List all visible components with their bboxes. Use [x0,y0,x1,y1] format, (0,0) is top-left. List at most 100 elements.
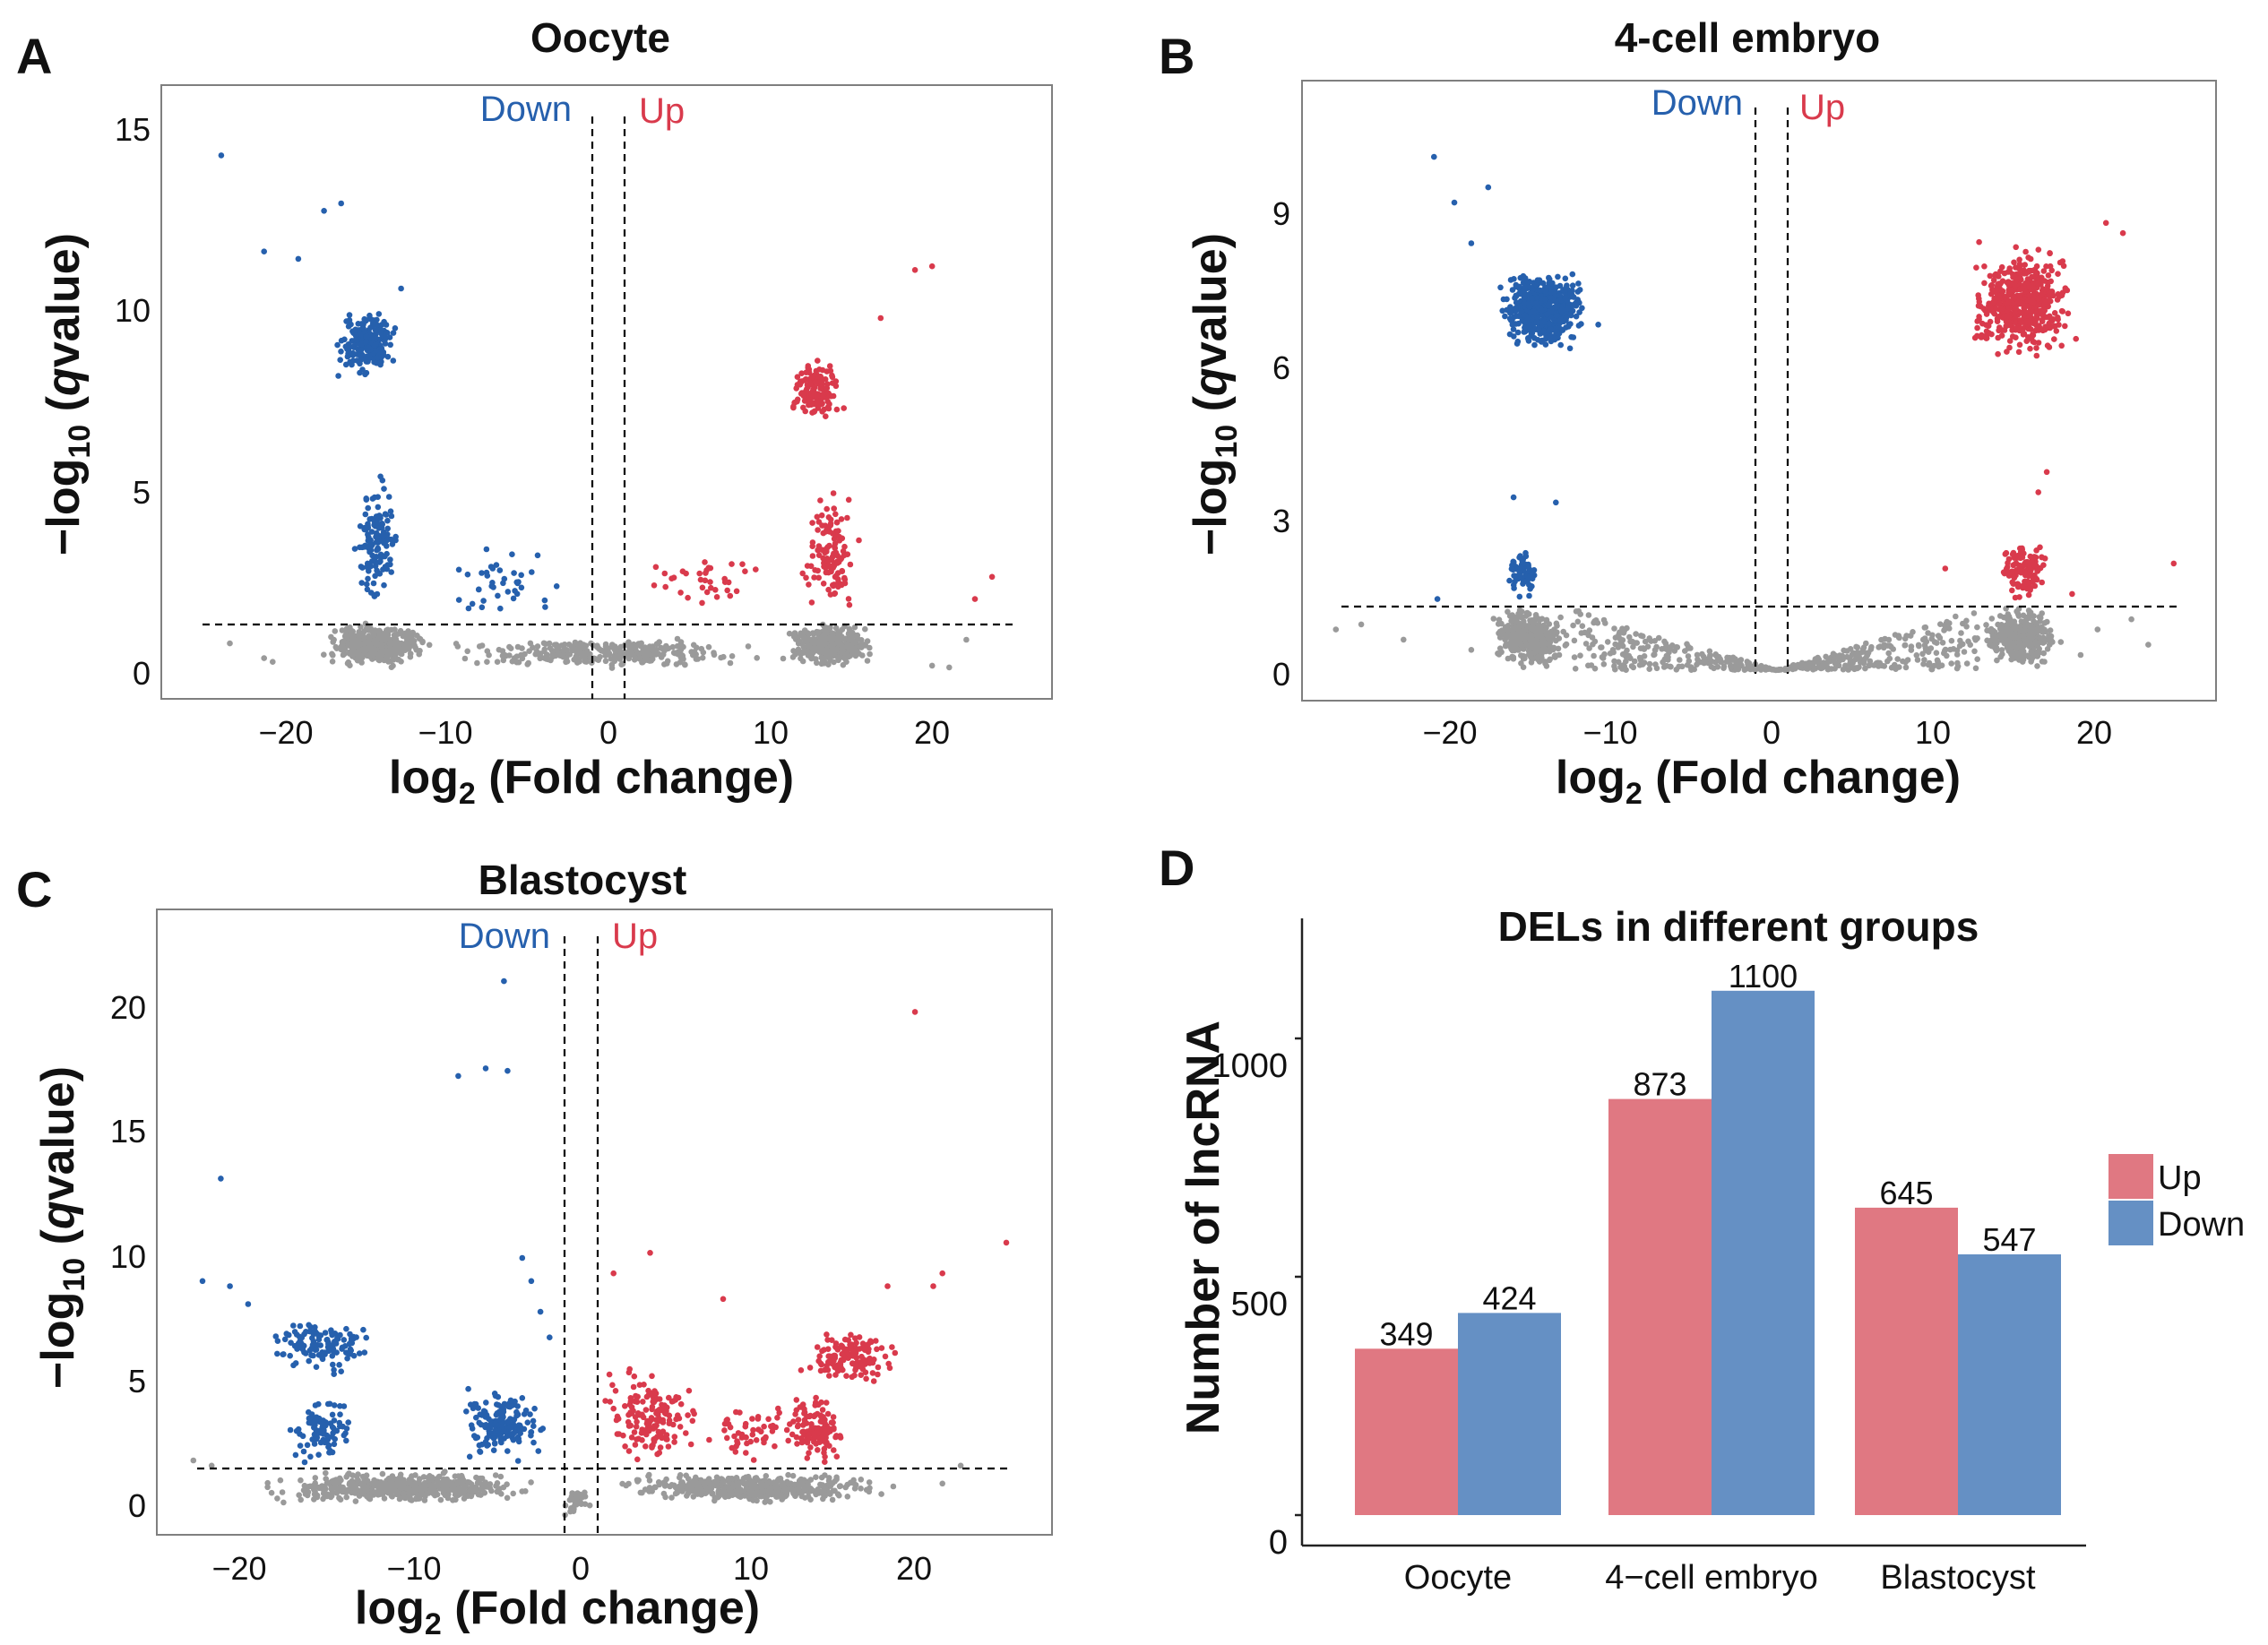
point-ns [1551,653,1558,659]
point-ns [1533,637,1539,643]
point-up [911,267,918,273]
point-ns [1894,656,1901,662]
point-ns [1923,647,1929,654]
point-ns [1983,622,1989,628]
point-down [372,573,378,580]
point-down [1485,184,1492,191]
point-down [383,322,390,328]
point-ns [634,642,642,648]
point-down [383,538,390,544]
point-up [2051,310,2058,316]
point-ns [653,641,660,648]
point-down [1522,283,1529,290]
point-down [1513,299,1520,306]
point-ns [1856,664,1862,670]
point-ns [2011,654,2017,660]
point-ns [1901,642,1908,649]
point-up [809,553,816,559]
point-ns [1867,658,1874,665]
point-down [370,558,376,564]
point-down [490,584,496,590]
point-down [1579,305,1585,312]
point-down [1553,499,1559,506]
point-ns [364,1486,370,1493]
point-ns [729,653,736,659]
panel-a-xtick: 20 [914,714,950,751]
point-ns [856,650,862,657]
point-ns [1728,663,1734,670]
point-ns [1663,652,1670,659]
point-down [497,605,504,612]
point-ns [626,649,633,655]
point-up [2031,561,2037,568]
point-down [371,518,378,525]
point-ns [2024,636,2031,643]
point-up [806,401,812,409]
point-ns [1578,630,1585,636]
point-ns [408,1476,414,1483]
point-ns [298,1477,304,1484]
panel-a-points-up [651,263,996,608]
point-down [542,604,548,610]
point-ns [1868,643,1875,650]
point-ns [1888,664,1895,671]
point-ns [344,1471,351,1478]
point-ns [1988,616,1996,622]
point-ns [401,647,409,653]
point-down [381,581,387,589]
panel-b-points-ns [1332,606,2152,674]
panel-a-plot-frame [160,84,1053,700]
point-up [971,596,979,602]
point-down [366,545,373,552]
point-down [1510,494,1517,501]
point-ns [841,654,848,661]
point-up [841,575,848,581]
point-up [707,579,713,585]
point-up [815,357,821,364]
point-ns [298,1496,305,1503]
point-up [2031,554,2038,560]
point-ns [858,637,865,643]
point-up [2047,263,2054,270]
point-up [847,561,854,568]
point-ns [2026,610,2033,616]
point-up [815,552,823,558]
point-up [2043,469,2050,476]
point-ns [455,1473,461,1479]
point-ns [1630,643,1636,650]
point-ns [333,645,341,651]
point-up [815,527,821,533]
point-ns [388,648,394,654]
point-ns [341,638,347,645]
point-ns [631,657,638,663]
point-ns [554,646,560,652]
point-up [2003,318,2010,325]
point-ns [1496,634,1504,641]
point-ns [813,656,819,662]
point-ns [1910,629,1916,635]
point-down [1517,564,1523,571]
point-ns [928,662,936,669]
point-down [1569,282,1576,289]
point-ns [1708,658,1715,665]
point-down [370,580,377,587]
point-ns [858,1486,864,1492]
point-ns [476,643,483,650]
point-up [2004,564,2011,571]
point-ns [580,653,586,659]
point-up [2035,340,2042,346]
point-up [877,314,884,322]
point-ns [1885,650,1892,657]
point-ns [410,638,418,644]
point-up [2044,342,2051,349]
point-ns [1661,638,1668,645]
point-up [798,370,805,377]
point-ns [1701,659,1707,667]
point-ns [1813,657,1820,663]
point-ns [858,1477,865,1483]
point-ns [805,630,811,636]
point-down [358,580,366,586]
point-ns [397,650,403,657]
point-up [2017,274,2023,281]
point-ns [1922,624,1929,631]
